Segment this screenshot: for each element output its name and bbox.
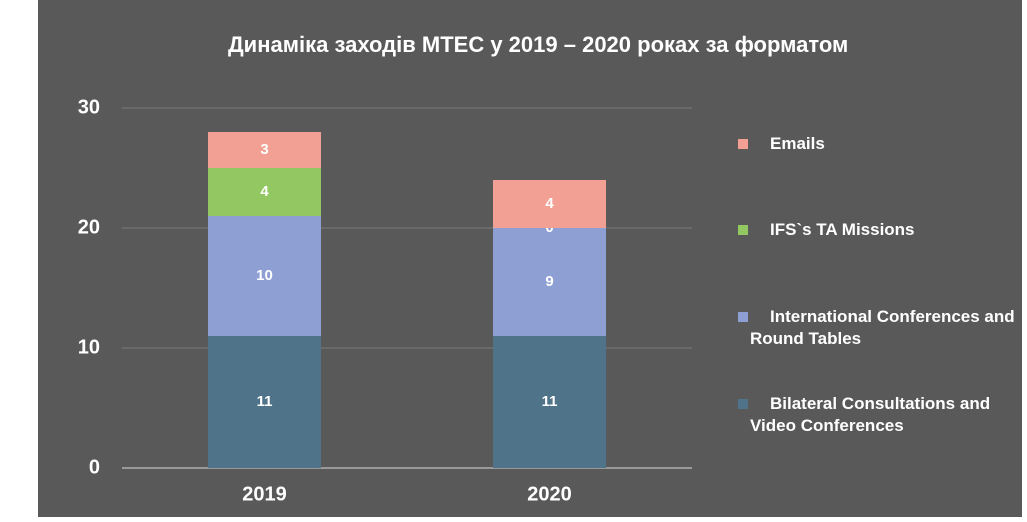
bar-segment xyxy=(208,216,321,336)
chart-title: Динаміка заходів МТЕС у 2019 – 2020 рока… xyxy=(228,32,849,57)
bar-segment xyxy=(208,132,321,168)
bar-segment xyxy=(493,180,606,228)
data-label: 3 xyxy=(260,141,268,158)
x-tick-label: 2020 xyxy=(527,483,572,505)
bar-segment xyxy=(493,228,606,336)
x-tick-label: 2019 xyxy=(242,483,287,505)
legend-swatch xyxy=(738,139,748,149)
bar-segment xyxy=(208,168,321,216)
bar-segment xyxy=(208,336,321,468)
data-label: 9 xyxy=(545,273,553,290)
bar-segment xyxy=(493,336,606,468)
data-label: 10 xyxy=(256,267,273,284)
legend-item: Bilateral Consultations and Video Confer… xyxy=(738,393,1018,437)
data-label: 4 xyxy=(260,183,269,200)
data-label: 11 xyxy=(542,393,558,410)
legend-item: International Conferences and Round Tabl… xyxy=(738,306,1018,350)
y-tick-label: 20 xyxy=(78,216,100,238)
legend-label: IFS`s TA Missions xyxy=(770,220,915,239)
y-tick-label: 10 xyxy=(78,336,100,358)
data-label: 11 xyxy=(257,393,273,410)
legend-label: Bilateral Consultations and Video Confer… xyxy=(750,394,991,435)
legend-swatch xyxy=(738,399,748,409)
legend-item: Emails xyxy=(738,133,1018,155)
y-tick-label: 30 xyxy=(78,96,100,118)
legend-swatch xyxy=(738,225,748,235)
y-tick-label: 0 xyxy=(89,456,100,478)
chart-area: 01020302019111043202011904 Динаміка захо… xyxy=(38,0,1022,517)
data-label: 4 xyxy=(545,195,554,212)
legend-swatch xyxy=(738,312,748,322)
chart: 01020302019111043202011904 xyxy=(78,96,692,505)
legend-label: International Conferences and Round Tabl… xyxy=(750,307,1015,348)
legend-label: Emails xyxy=(770,134,825,153)
legend-item: IFS`s TA Missions xyxy=(738,219,1018,241)
